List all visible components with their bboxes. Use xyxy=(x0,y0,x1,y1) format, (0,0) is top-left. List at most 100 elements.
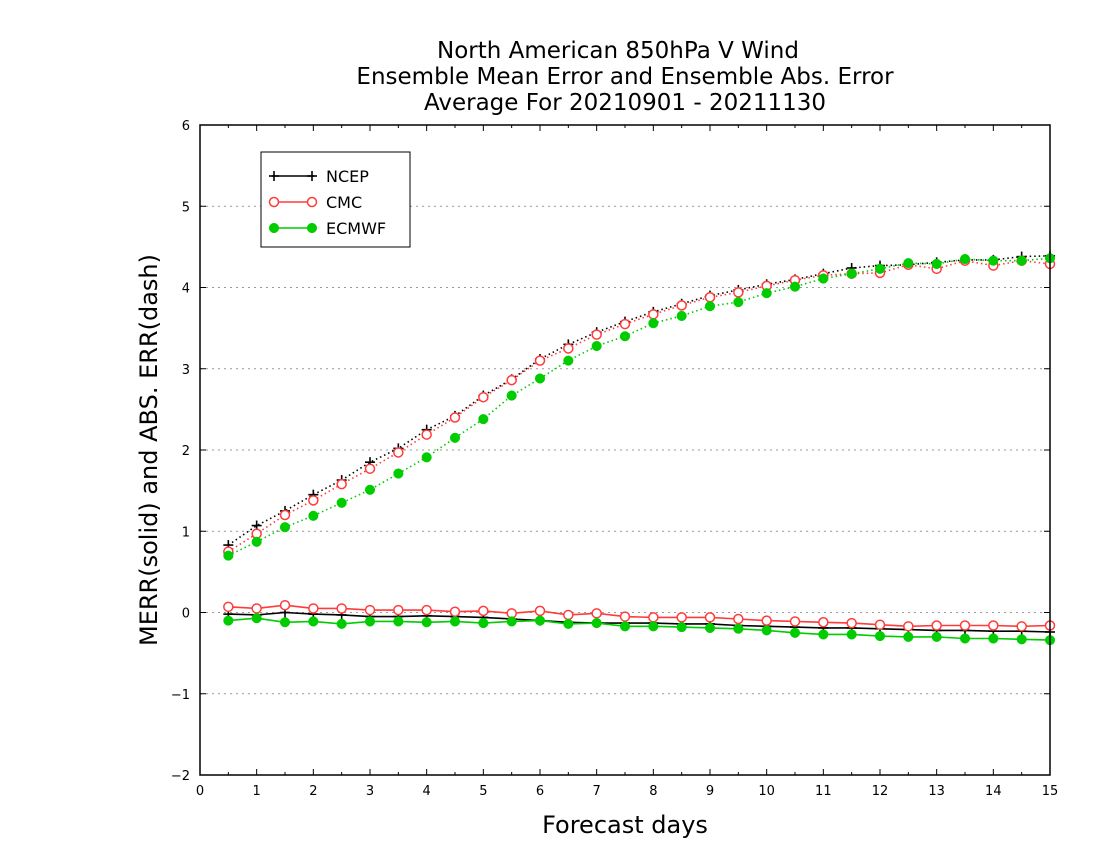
x-tick-label: 5 xyxy=(479,784,487,799)
series-cmc-merr-point xyxy=(393,604,404,616)
series-cmc-merr-point xyxy=(364,604,376,616)
series-cmc-merr-point xyxy=(789,616,801,627)
legend-marker xyxy=(306,222,318,234)
series-ecmwf-abs-err-point xyxy=(591,340,602,352)
chart-title-line-3: Average For 20210901 - 20211130 xyxy=(424,90,826,116)
x-tick-label: 12 xyxy=(872,784,889,799)
series-ecmwf-abs-err-point xyxy=(818,273,829,284)
series-ecmwf-merr-point xyxy=(648,621,659,632)
y-tick-label: 4 xyxy=(182,282,190,297)
series-ncep-abs-err-line xyxy=(227,255,1051,546)
x-tick-label: 6 xyxy=(536,784,544,799)
series-layer xyxy=(223,250,1056,646)
series-ecmwf-abs-err-point xyxy=(761,288,772,299)
series-cmc-merr-point xyxy=(676,612,687,623)
series-ecmwf-merr-point xyxy=(619,621,631,632)
legend-marker xyxy=(268,196,280,208)
series-cmc-abs-err-point xyxy=(364,463,376,474)
series-ecmwf-abs-err-line xyxy=(227,257,1051,557)
series-ecmwf-merr-point xyxy=(308,616,319,627)
series-ecmwf-abs-err-point xyxy=(676,310,687,321)
series-ecmwf-merr-point xyxy=(364,616,376,627)
legend-marker xyxy=(307,171,317,181)
series-cmc-merr-point xyxy=(251,603,262,614)
series-ecmwf-abs-err-point xyxy=(733,297,744,308)
series-ecmwf-abs-err-point xyxy=(364,484,376,495)
series-ecmwf-abs-err-point xyxy=(619,331,631,342)
series-cmc-abs-err-point xyxy=(421,429,432,440)
series-ecmwf-merr-point xyxy=(733,623,744,634)
series-ecmwf-merr-point xyxy=(251,613,262,624)
series-ecmwf-abs-err-point xyxy=(449,432,461,443)
series-cmc-merr-point xyxy=(988,620,999,631)
series-cmc-abs-err-point xyxy=(676,300,687,311)
series-ecmwf-merr-point xyxy=(478,618,489,629)
series-cmc-merr-point xyxy=(903,621,914,632)
legend: NCEP CMC ECMWF xyxy=(260,151,411,248)
series-ecmwf-merr-point xyxy=(903,631,914,642)
series-cmc-abs-err-point xyxy=(619,318,631,330)
series-ecmwf-abs-err-point xyxy=(506,390,517,401)
x-axis-title: Forecast days xyxy=(542,811,708,839)
gridlines xyxy=(200,205,1050,695)
series-ecmwf-merr-point xyxy=(676,622,687,633)
series-cmc-abs-err-point xyxy=(648,309,659,320)
series-ecmwf-abs-err-point xyxy=(704,301,716,312)
y-tick-label: 6 xyxy=(182,119,190,134)
series-ecmwf-merr-point xyxy=(279,617,291,628)
series-cmc-merr-point xyxy=(563,609,574,621)
series-cmc-abs-err-point xyxy=(449,412,461,423)
series-cmc-abs-err-point xyxy=(591,329,602,340)
x-axis: 0 1 2 3 4 5 6 7 8 9 10 11 12 13 14 15 xyxy=(196,125,1058,799)
x-tick-label: 7 xyxy=(593,784,601,799)
series-ecmwf-abs-err-point xyxy=(421,452,432,463)
series-cmc-merr-point xyxy=(619,611,631,622)
y-tick-label: 2 xyxy=(182,444,190,459)
series-cmc-merr-point xyxy=(223,601,234,613)
series-ecmwf-abs-err-point xyxy=(251,536,262,547)
series-cmc-abs-err-point xyxy=(704,292,716,303)
series-cmc-merr-point xyxy=(421,604,432,616)
x-tick-label: 2 xyxy=(309,784,317,799)
series-ecmwf-abs-err-point xyxy=(478,414,489,425)
series-ecmwf-abs-err-point xyxy=(988,255,999,266)
series-ecmwf-merr-point xyxy=(761,625,772,636)
y-tick-label: 5 xyxy=(182,200,190,215)
series-ecmwf-abs-err-point xyxy=(336,497,347,508)
series-cmc-merr-point xyxy=(846,617,857,629)
legend-box xyxy=(260,151,411,248)
series-cmc-merr-point xyxy=(478,605,489,617)
x-tick-label: 10 xyxy=(758,784,775,799)
y-tick-label: −2 xyxy=(171,769,190,784)
legend-marker xyxy=(306,196,318,208)
series-ecmwf-merr-point xyxy=(534,615,546,626)
series-cmc-merr-point xyxy=(931,620,942,631)
series-cmc-merr-point xyxy=(959,620,971,631)
series-ecmwf-abs-err-point xyxy=(903,258,914,269)
series-cmc-merr-point xyxy=(591,608,602,619)
series-ecmwf-merr-point xyxy=(931,631,942,642)
chart-title-line-1: North American 850hPa V Wind xyxy=(437,38,799,64)
x-tick-label: 15 xyxy=(1042,784,1059,799)
legend-marker xyxy=(269,171,279,181)
series-ecmwf-merr-point xyxy=(818,629,829,640)
series-cmc-abs-err-point xyxy=(308,495,319,506)
y-tick-label: 3 xyxy=(182,363,190,378)
series-ecmwf-abs-err-point xyxy=(789,281,801,292)
legend-label: CMC xyxy=(326,193,362,212)
series-cmc-abs-err-point xyxy=(506,374,517,386)
y-axis-title: MERR(solid) and ABS. ERR(dash) xyxy=(135,254,163,646)
series-ecmwf-abs-err-point xyxy=(563,355,574,366)
series-cmc-merr-point xyxy=(449,606,461,617)
series-ecmwf-merr-point xyxy=(563,618,574,629)
series-ecmwf-merr-point xyxy=(1016,634,1027,645)
series-cmc xyxy=(223,255,1056,632)
series-ecmwf-merr-point xyxy=(449,616,461,627)
series-cmc-merr-point xyxy=(818,617,829,628)
chart-title-line-2: Ensemble Mean Error and Ensemble Abs. Er… xyxy=(356,64,894,90)
series-cmc-abs-err-point xyxy=(563,343,574,354)
series-ecmwf-merr-point xyxy=(591,618,602,629)
legend-label: NCEP xyxy=(326,167,369,186)
series-cmc-merr-point xyxy=(279,599,291,611)
